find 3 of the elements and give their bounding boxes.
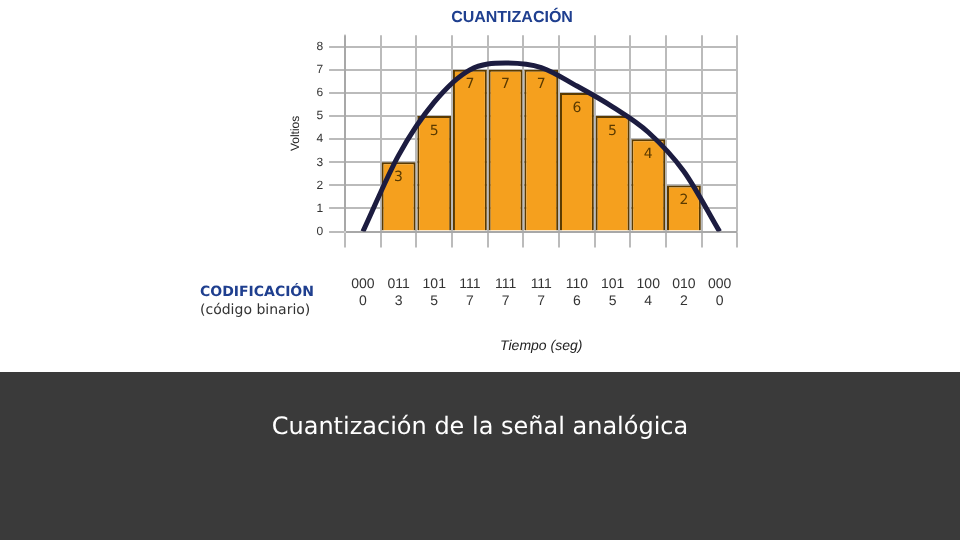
line-series (360, 60, 723, 232)
chart-title: CUANTIZACIÓN (451, 6, 574, 27)
text: Cuantización de la señal analógica (269, 412, 691, 440)
